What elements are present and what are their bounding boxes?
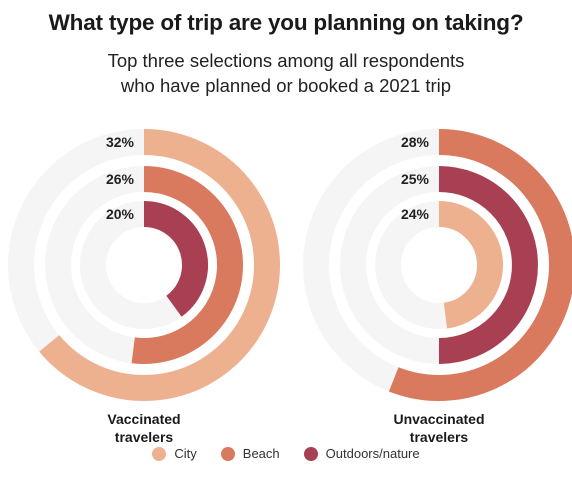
subtitle-line-1: Top three selections among all responden… (107, 50, 465, 71)
ring-bar-beach (388, 129, 572, 401)
ring-bar-beach (131, 166, 243, 364)
legend-swatch-outdoors (303, 446, 318, 461)
ring-bar-city (39, 129, 280, 401)
legend-label-outdoors: Outdoors/nature (325, 446, 420, 461)
ring-value-label: 24% (401, 206, 430, 222)
legend-swatch-city (152, 446, 167, 461)
ring-value-label: 26% (106, 171, 135, 187)
ring-value-label: 20% (106, 206, 135, 222)
legend-item-city: City (152, 446, 197, 461)
ring-bar-city (438, 201, 503, 329)
ring-bar-outdoors-nature (143, 201, 208, 317)
ring-value-label: 25% (401, 171, 430, 187)
group-label-line: travelers (409, 429, 469, 445)
group-label-line: Vaccinated (107, 411, 181, 427)
ring-value-label: 32% (106, 134, 135, 150)
ring-bar-outdoors-nature (438, 166, 538, 364)
radial-chart-2: 28% 25% 24% (303, 129, 572, 401)
group-label-line: travelers (114, 429, 174, 445)
chart-legend: City Beach Outdoors/nature (0, 446, 572, 461)
group-label-line: Unvaccinated (393, 411, 485, 427)
legend-label-city: City (174, 446, 197, 461)
legend-item-beach: Beach (220, 446, 280, 461)
legend-label-beach: Beach (242, 446, 280, 461)
chart-subtitle: Top three selections among all responden… (0, 48, 572, 98)
legend-swatch-beach (220, 446, 235, 461)
group-label-vaccinated: Vaccinated travelers (44, 410, 244, 446)
radial-chart-1: 32% 26% 20% (8, 129, 280, 401)
subtitle-line-2: who have planned or booked a 2021 trip (120, 75, 452, 96)
legend-item-outdoors: Outdoors/nature (303, 446, 420, 461)
chart-title: What type of trip are you planning on ta… (48, 10, 524, 35)
group-label-unvaccinated: Unvaccinated travelers (339, 410, 539, 446)
ring-value-label: 28% (401, 134, 430, 150)
